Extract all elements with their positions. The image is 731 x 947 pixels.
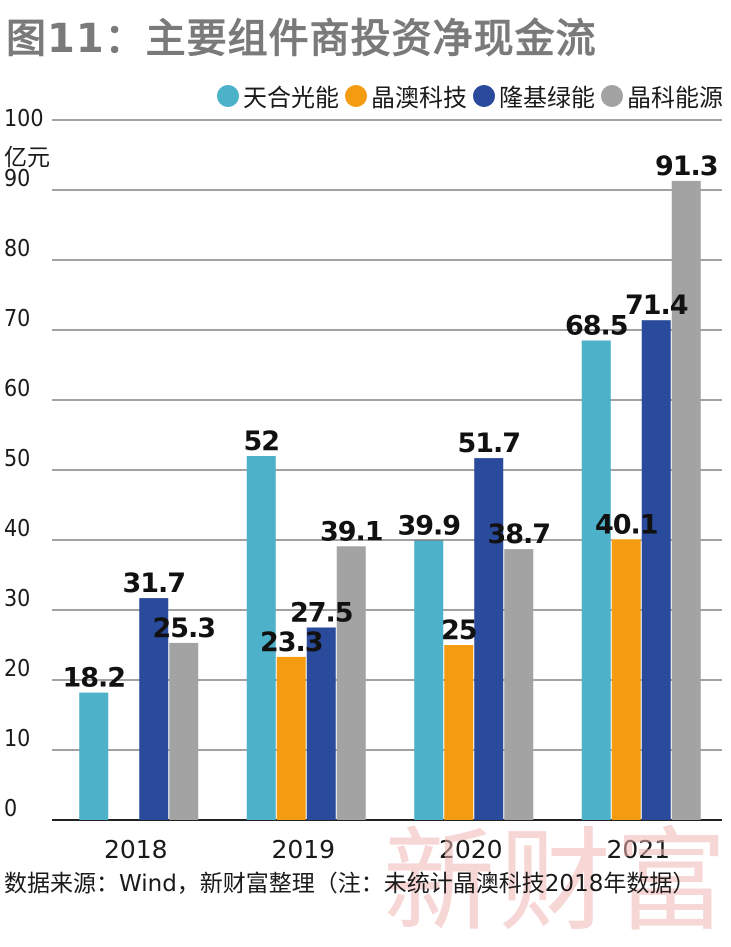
bar-晶科能源-2018 bbox=[169, 642, 199, 820]
value-label: 52 bbox=[243, 426, 279, 457]
legend-swatch-trina bbox=[217, 84, 239, 107]
value-label: 68.5 bbox=[565, 311, 628, 342]
legend-label-trina: 天合光能 bbox=[243, 84, 339, 112]
legend: 天合光能 晶澳科技 隆基绿能 晶科能源 bbox=[211, 78, 723, 113]
value-label: 23.3 bbox=[260, 627, 323, 658]
y-tick-label: 30 bbox=[4, 586, 30, 612]
legend-label-jinko: 晶科能源 bbox=[627, 84, 723, 112]
x-tick-label: 2019 bbox=[271, 835, 335, 864]
value-label: 40.1 bbox=[595, 509, 658, 540]
x-tick-label: 2021 bbox=[606, 835, 670, 864]
legend-item-jinko: 晶科能源 bbox=[601, 78, 723, 113]
y-tick-label: 100 bbox=[4, 106, 44, 132]
value-label: 27.5 bbox=[290, 598, 353, 629]
bar-隆基绿能-2021 bbox=[641, 320, 671, 820]
source-note: 数据来源：Wind，新财富整理（注：未统计晶澳科技2018年数据） bbox=[4, 871, 696, 897]
bar-晶澳科技-2019 bbox=[276, 656, 306, 820]
legend-swatch-ja-solar bbox=[345, 84, 367, 107]
bar-天合光能-2018 bbox=[79, 692, 109, 820]
value-label: 25.3 bbox=[152, 613, 215, 644]
bar-隆基绿能-2020 bbox=[474, 458, 504, 820]
x-tick-label: 2020 bbox=[439, 835, 503, 864]
bar-晶澳科技-2021 bbox=[611, 539, 641, 820]
y-tick-label: 90 bbox=[4, 166, 30, 192]
y-tick-label: 20 bbox=[4, 656, 30, 682]
value-label: 18.2 bbox=[62, 663, 125, 694]
category-labels: 2018 2019 2020 2021 bbox=[104, 835, 670, 864]
value-label: 25 bbox=[441, 615, 477, 646]
legend-item-ja-solar: 晶澳科技 bbox=[345, 78, 467, 113]
y-tick-label: 80 bbox=[4, 236, 30, 262]
value-label: 91.3 bbox=[655, 151, 718, 182]
bar-晶澳科技-2020 bbox=[444, 645, 474, 820]
value-label: 31.7 bbox=[122, 568, 185, 599]
bar-晶科能源-2019 bbox=[336, 546, 366, 820]
bar-晶科能源-2021 bbox=[671, 180, 701, 820]
y-tick-label: 40 bbox=[4, 516, 30, 542]
bar-chart: 0 10 20 30 40 50 60 70 80 90 100 18.2 31.7 25.3 52 23.… bbox=[4, 106, 722, 864]
bar-隆基绿能-2018 bbox=[139, 598, 169, 820]
chart-title: 图11：主要组件商投资净现金流 bbox=[6, 16, 597, 62]
y-tick-label: 10 bbox=[4, 726, 30, 752]
y-tick-labels: 0 10 20 30 40 50 60 70 80 90 100 bbox=[4, 106, 44, 822]
value-label: 51.7 bbox=[457, 428, 520, 459]
legend-label-ja-solar: 晶澳科技 bbox=[371, 84, 467, 112]
y-tick-label: 0 bbox=[4, 796, 17, 822]
y-tick-label: 50 bbox=[4, 446, 30, 472]
x-tick-label: 2018 bbox=[104, 835, 168, 864]
legend-label-longi: 隆基绿能 bbox=[499, 84, 595, 112]
bars bbox=[79, 180, 701, 820]
value-label: 38.7 bbox=[487, 519, 550, 550]
legend-swatch-longi bbox=[473, 84, 495, 107]
bar-隆基绿能-2019 bbox=[306, 627, 336, 820]
value-label: 71.4 bbox=[625, 290, 688, 321]
bar-晶科能源-2020 bbox=[504, 549, 534, 820]
y-tick-label: 70 bbox=[4, 306, 30, 332]
bar-天合光能-2021 bbox=[581, 340, 611, 820]
y-tick-label: 60 bbox=[4, 376, 30, 402]
legend-item-longi: 隆基绿能 bbox=[473, 78, 595, 113]
value-label: 39.1 bbox=[320, 516, 383, 547]
y-axis-unit: 亿元 bbox=[4, 145, 50, 171]
legend-swatch-jinko bbox=[601, 84, 623, 107]
legend-item-trina: 天合光能 bbox=[217, 78, 339, 113]
value-label: 39.9 bbox=[397, 511, 460, 542]
value-labels: 18.2 31.7 25.3 52 23.327.5 39.1 39.9 25 51.7 38.7… bbox=[62, 151, 718, 694]
bar-天合光能-2019 bbox=[246, 456, 276, 820]
bar-天合光能-2020 bbox=[414, 540, 444, 820]
